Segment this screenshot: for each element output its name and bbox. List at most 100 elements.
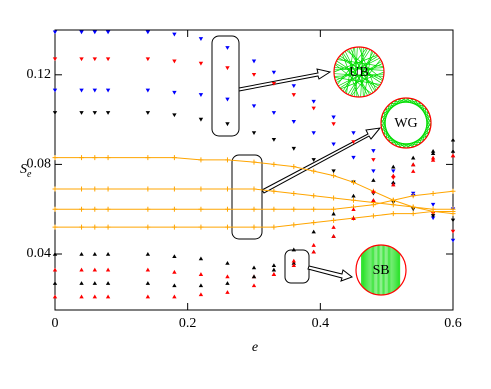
plus-marker [291,206,297,212]
triangle-marker [351,193,356,198]
triangle-marker [331,115,336,120]
y-axis-label: Se [20,162,32,180]
plus-marker [145,206,151,212]
plus-marker [52,224,58,230]
triangle-marker [92,111,97,115]
plus-marker [79,186,85,192]
triangle-marker [291,263,296,267]
triangle-marker [92,88,97,93]
box-wg [231,154,263,240]
plus-marker [105,224,111,230]
triangle-marker [430,202,436,207]
triangle-marker [371,149,376,153]
inset-chord [354,47,358,97]
triangle-marker [225,260,230,265]
plus-marker [105,206,111,212]
plus-marker [370,202,376,208]
triangle-marker [291,93,296,97]
triangle-marker [52,30,58,35]
triangle-marker [172,283,177,288]
triangle-marker [79,252,84,256]
plus-marker [291,164,297,170]
box-ub [211,35,240,137]
triangle-marker [351,140,356,144]
plus-marker [251,224,257,230]
triangle-marker [391,180,396,185]
triangle-marker [225,290,230,294]
inset-chord [347,52,376,95]
triangle-marker [371,178,376,182]
triangle-marker [371,189,376,194]
triangle-marker [271,70,277,75]
triangle-marker [331,122,336,127]
triangle-marker [79,111,84,115]
inset-ub: UB [333,46,385,98]
triangle-marker [291,258,296,263]
box-sb [284,249,310,284]
triangle-marker [251,104,257,109]
triangle-marker [351,131,356,136]
inset-label: SB [372,263,389,278]
triangle-marker [450,229,456,234]
plus-marker [224,186,230,192]
triangle-marker [251,131,257,136]
triangle-marker [225,122,230,127]
triangle-marker [411,162,416,167]
triangle-marker [391,173,396,178]
inset-chord [344,48,368,93]
triangle-marker [198,93,204,97]
triangle-marker [92,294,97,299]
triangle-marker [198,256,204,261]
triangle-marker [105,88,111,93]
plus-marker [351,179,356,185]
triangle-marker [52,252,58,256]
inset-chord [360,47,364,97]
triangle-marker [145,30,151,35]
arrow-wg [261,127,382,194]
triangle-marker [331,211,336,216]
plot-frame [54,29,454,311]
triangle-marker [225,66,230,71]
triangle-marker [271,263,277,267]
triangle-marker [79,294,84,299]
plus-marker [291,191,297,197]
triangle-marker [311,106,316,111]
x-tick-label: 0.6 [444,316,462,331]
triangle-marker [251,73,257,77]
plus-marker [92,224,98,230]
triangle-marker [291,146,296,151]
y-tick-label: 0.08 [27,157,52,172]
triangle-marker [105,30,111,35]
plus-marker [331,217,337,223]
triangle-marker [251,283,257,288]
plus-marker [79,224,85,230]
plus-marker [311,168,317,174]
triangle-marker [105,111,111,115]
triangle-marker [172,269,177,274]
triangle-marker [52,267,58,272]
plus-marker [450,208,456,214]
plus-marker [171,155,177,161]
triangle-marker [198,272,204,276]
triangle-marker [172,32,177,37]
triangle-marker [331,225,336,229]
plus-marker [251,206,257,212]
inset-chord [342,52,370,95]
triangle-marker [450,218,456,223]
inset-chord [335,63,380,87]
triangle-marker [251,265,257,270]
x-tick-label: 0.4 [312,316,330,331]
y-tick-label: 0.04 [27,246,52,261]
inset-label: WG [394,116,417,131]
plus-marker [351,197,356,203]
triangle-marker [225,274,230,279]
plus-marker [145,224,151,230]
triangle-marker [271,137,277,142]
triangle-marker [450,238,456,243]
triangle-marker [291,120,296,124]
inset-border [355,244,407,296]
triangle-marker [172,294,177,299]
plus-marker [92,186,98,192]
triangle-marker [198,292,204,297]
